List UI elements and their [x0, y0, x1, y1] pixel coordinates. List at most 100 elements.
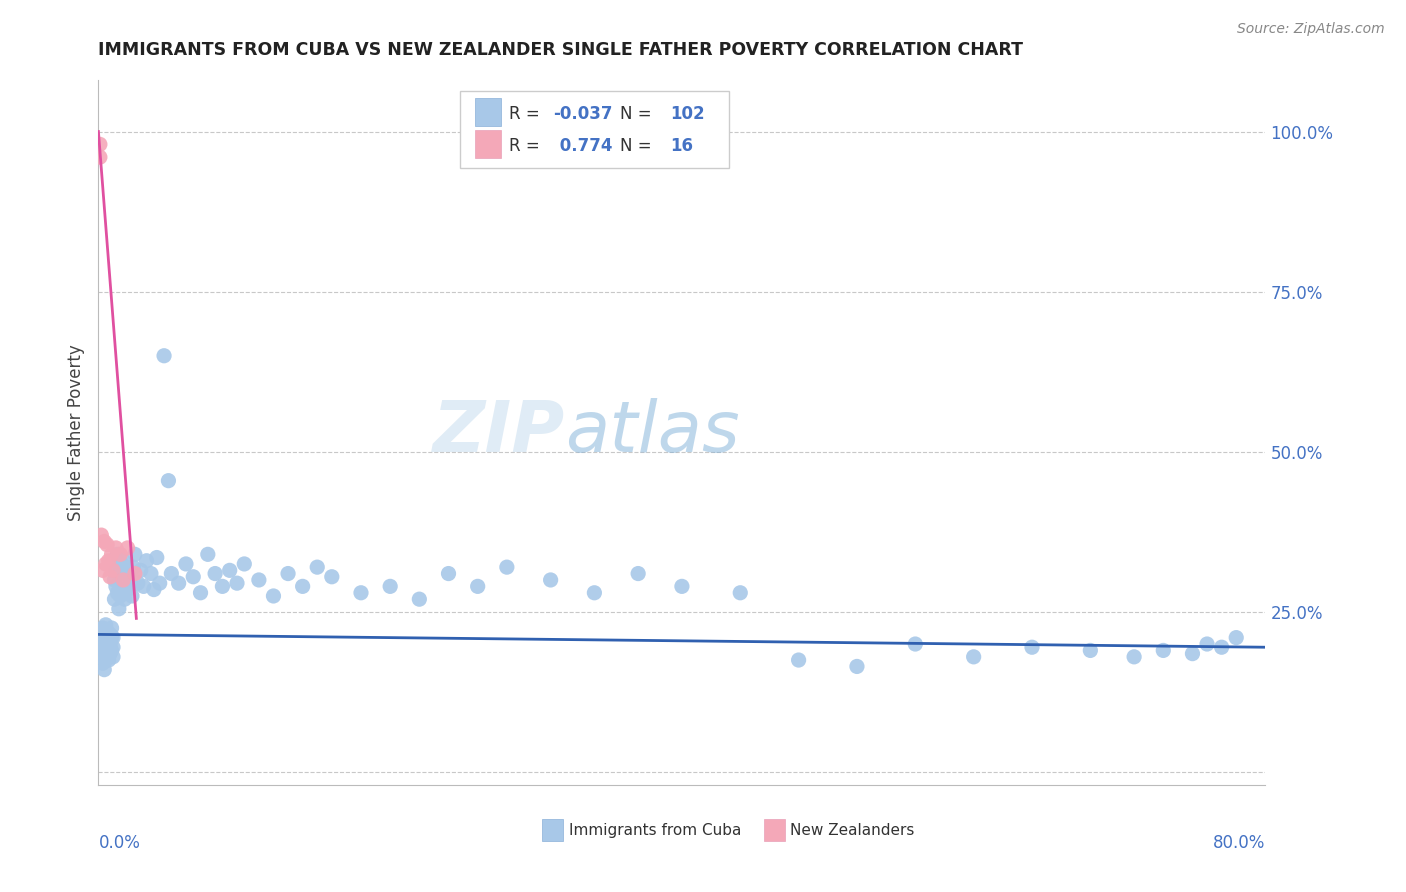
Point — [167, 576, 190, 591]
Point — [110, 589, 132, 603]
Point — [98, 570, 121, 584]
Point — [1123, 649, 1146, 664]
Point — [132, 579, 155, 593]
Point — [197, 547, 219, 561]
Point — [104, 541, 127, 555]
Point — [94, 640, 117, 655]
Point — [1211, 640, 1233, 655]
Point — [90, 528, 112, 542]
Point — [101, 640, 124, 655]
Point — [437, 566, 460, 581]
Point — [124, 566, 146, 581]
Text: R =: R = — [509, 136, 546, 155]
Y-axis label: Single Father Poverty: Single Father Poverty — [66, 344, 84, 521]
Point — [129, 563, 152, 577]
Point — [153, 349, 176, 363]
Point — [93, 663, 115, 677]
Text: 80.0%: 80.0% — [1213, 834, 1265, 852]
Point — [111, 582, 134, 597]
Point — [277, 566, 299, 581]
Text: Source: ZipAtlas.com: Source: ZipAtlas.com — [1237, 22, 1385, 37]
Point — [96, 633, 118, 648]
Point — [190, 586, 212, 600]
Point — [627, 566, 650, 581]
Point — [105, 547, 128, 561]
Point — [307, 560, 329, 574]
Point — [97, 631, 120, 645]
Point — [100, 547, 122, 561]
Text: Immigrants from Cuba: Immigrants from Cuba — [568, 822, 741, 838]
Point — [160, 566, 183, 581]
Point — [89, 150, 111, 164]
Point — [101, 649, 124, 664]
Point — [98, 627, 121, 641]
Bar — [475, 129, 501, 158]
Point — [89, 643, 111, 657]
Point — [146, 550, 169, 565]
Point — [112, 554, 135, 568]
Point — [962, 649, 984, 664]
FancyBboxPatch shape — [460, 91, 728, 169]
Point — [247, 573, 270, 587]
Point — [117, 582, 139, 597]
Point — [496, 560, 519, 574]
Point — [100, 621, 122, 635]
Point — [1195, 637, 1218, 651]
Point — [350, 586, 373, 600]
Point — [97, 643, 120, 657]
Point — [787, 653, 810, 667]
Point — [96, 624, 118, 639]
Point — [671, 579, 693, 593]
Point — [174, 557, 197, 571]
Text: ZIP: ZIP — [433, 398, 565, 467]
Point — [97, 653, 120, 667]
Point — [94, 653, 117, 667]
Point — [120, 576, 142, 591]
Point — [89, 631, 111, 645]
Point — [1225, 631, 1247, 645]
Point — [110, 554, 132, 568]
Point — [291, 579, 314, 593]
Point — [108, 601, 131, 615]
Point — [321, 570, 343, 584]
Point — [91, 621, 114, 635]
Point — [108, 566, 131, 581]
Point — [1181, 647, 1204, 661]
Point — [91, 627, 114, 641]
Point — [104, 563, 127, 577]
Text: 0.774: 0.774 — [554, 136, 612, 155]
Text: atlas: atlas — [565, 398, 740, 467]
Point — [100, 631, 122, 645]
Point — [149, 576, 172, 591]
Text: 0.0%: 0.0% — [98, 834, 141, 852]
Point — [100, 643, 122, 657]
Point — [97, 554, 120, 568]
Point — [1021, 640, 1043, 655]
Bar — [541, 819, 562, 841]
Point — [846, 659, 869, 673]
Point — [90, 633, 112, 648]
Point — [181, 570, 204, 584]
Text: 16: 16 — [671, 136, 693, 155]
Point — [540, 573, 562, 587]
Text: N =: N = — [620, 105, 657, 123]
Point — [93, 647, 115, 661]
Point — [583, 586, 606, 600]
Point — [467, 579, 489, 593]
Point — [139, 566, 162, 581]
Text: -0.037: -0.037 — [554, 105, 613, 123]
Point — [94, 627, 117, 641]
Point — [226, 576, 249, 591]
Point — [112, 573, 135, 587]
Point — [94, 617, 117, 632]
Point — [105, 586, 128, 600]
Point — [91, 563, 114, 577]
Text: 102: 102 — [671, 105, 704, 123]
Point — [96, 538, 118, 552]
Point — [233, 557, 256, 571]
Point — [730, 586, 752, 600]
Text: R =: R = — [509, 105, 546, 123]
Point — [115, 560, 138, 574]
Point — [262, 589, 284, 603]
Point — [98, 637, 121, 651]
